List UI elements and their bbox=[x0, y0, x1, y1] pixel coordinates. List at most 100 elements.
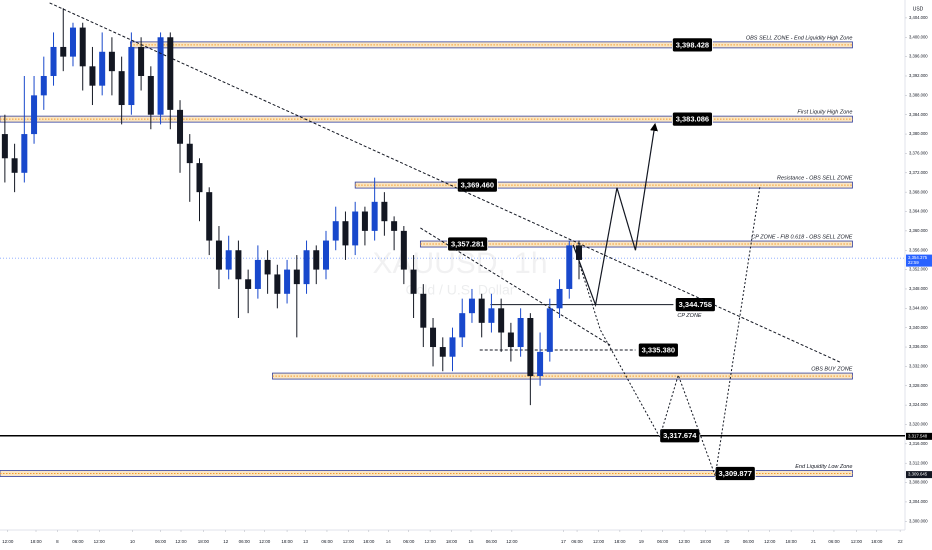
y-tick-label: 3,332.000 bbox=[909, 364, 928, 369]
zone-tag bbox=[637, 342, 679, 358]
candle-body bbox=[430, 327, 437, 348]
candle-body bbox=[60, 46, 67, 57]
candle-body bbox=[576, 245, 583, 260]
candle-body bbox=[410, 269, 417, 294]
candle-body bbox=[186, 143, 193, 164]
candle-body bbox=[79, 27, 86, 67]
scale-tag bbox=[906, 254, 932, 267]
x-tick-label: 12 bbox=[223, 539, 229, 544]
candle-body bbox=[459, 313, 466, 338]
x-tick-label: 18:00 bbox=[700, 539, 712, 544]
scale-tag-label: 3,354.375 bbox=[908, 255, 928, 260]
y-tick-label: 3,360.000 bbox=[909, 228, 928, 233]
zone-label: Resistance - OBS SELL ZONE bbox=[777, 176, 853, 182]
y-tick-label: 3,368.000 bbox=[909, 189, 928, 194]
x-tick-label: 18:00 bbox=[446, 539, 458, 544]
y-tick-label: 3,316.000 bbox=[909, 441, 928, 446]
x-tick-label: 12:00 bbox=[259, 539, 271, 544]
candle-body bbox=[167, 37, 174, 110]
x-tick-label: 06:00 bbox=[239, 539, 251, 544]
candle-body bbox=[196, 163, 203, 193]
zone-tag-label: 3,309.877 bbox=[719, 469, 752, 478]
x-tick-label: 20 bbox=[724, 539, 730, 544]
scale-tag bbox=[906, 471, 932, 479]
y-tick-label: 3,388.000 bbox=[909, 92, 928, 97]
x-tick-label: 18:00 bbox=[198, 539, 210, 544]
zone-label: CP ZONE bbox=[677, 313, 702, 319]
zone-tag bbox=[456, 177, 498, 193]
zone-label: First Liquity High Zone bbox=[797, 110, 852, 116]
zone-tag bbox=[672, 37, 713, 53]
y-tick-label: 3,376.000 bbox=[909, 151, 928, 156]
candle-body bbox=[537, 351, 544, 377]
candle-body bbox=[254, 259, 261, 289]
candle-body bbox=[517, 318, 524, 348]
y-tick-label: 3,304.000 bbox=[909, 499, 928, 504]
y-tick-label: 3,400.000 bbox=[909, 34, 928, 39]
candle-body bbox=[118, 71, 125, 106]
candle-body bbox=[556, 288, 563, 309]
x-tick-label: 10 bbox=[130, 539, 136, 544]
drawing-dotted bbox=[574, 185, 761, 476]
candle-body bbox=[264, 259, 271, 275]
candle-body bbox=[332, 221, 339, 241]
candle-body bbox=[128, 46, 135, 106]
candle-body bbox=[303, 250, 310, 285]
x-tick-label: 12:00 bbox=[343, 539, 355, 544]
x-tick-label: 13 bbox=[303, 539, 309, 544]
y-tick-label: 3,328.000 bbox=[909, 383, 928, 388]
candle-body bbox=[507, 332, 514, 348]
x-tick-label: 06:00 bbox=[486, 539, 498, 544]
candle-body bbox=[322, 240, 329, 270]
y-tick-label: 3,300.000 bbox=[909, 518, 928, 523]
candle-body bbox=[449, 337, 456, 357]
zone-tag-label: 3,398.428 bbox=[676, 40, 709, 49]
candle-body bbox=[284, 269, 291, 294]
candle-body bbox=[69, 27, 76, 57]
x-tick-label: 12:00 bbox=[175, 539, 187, 544]
zone-label: CP ZONE - FIB 0.618 - OBS SELL ZONE bbox=[751, 234, 853, 240]
x-tick-label: 06:00 bbox=[657, 539, 669, 544]
y-tick-label: 3,384.000 bbox=[909, 112, 928, 117]
x-tick-label: 18:00 bbox=[281, 539, 293, 544]
zone-tag-label: 3,383.086 bbox=[676, 115, 709, 124]
y-tick-label: 3,372.000 bbox=[909, 170, 928, 175]
candle-body bbox=[527, 318, 534, 377]
x-tick-label: 21 bbox=[811, 539, 817, 544]
x-tick-label: 12:00 bbox=[2, 539, 14, 544]
drawing-dashed bbox=[420, 227, 611, 346]
x-tick-label: 12:00 bbox=[593, 539, 605, 544]
y-tick-label: 3,344.000 bbox=[909, 305, 928, 310]
x-tick-label: 06:00 bbox=[155, 539, 167, 544]
candle-body bbox=[391, 221, 398, 231]
y-tick-label: 3,392.000 bbox=[909, 73, 928, 78]
x-tick-label: 06:00 bbox=[571, 539, 583, 544]
candle-body bbox=[50, 46, 57, 76]
y-tick-label: 3,312.000 bbox=[909, 460, 928, 465]
x-tick-label: 06:00 bbox=[743, 539, 755, 544]
zone-tag bbox=[672, 111, 713, 127]
candle-body bbox=[157, 37, 164, 115]
candle-body bbox=[293, 269, 300, 285]
candle-body bbox=[138, 46, 145, 76]
candle-body bbox=[420, 293, 427, 328]
scale-tag bbox=[906, 432, 932, 440]
y-tick-label: 3,308.000 bbox=[909, 480, 928, 485]
candle-body bbox=[21, 134, 28, 173]
watermark-description: Gold / U.S. Dollar bbox=[406, 282, 515, 298]
candle-body bbox=[206, 192, 213, 241]
y-tick-label: 3,364.000 bbox=[909, 209, 928, 214]
y-tick-label: 3,380.000 bbox=[909, 131, 928, 136]
candle-body bbox=[478, 298, 485, 323]
candle-body bbox=[235, 250, 242, 280]
x-tick-label: 18:00 bbox=[786, 539, 798, 544]
candle-body bbox=[40, 75, 47, 96]
candle-body bbox=[400, 230, 407, 270]
x-tick-label: 15 bbox=[468, 539, 474, 544]
zone-tag-label: 3,317.674 bbox=[663, 431, 697, 440]
candle-body bbox=[468, 298, 475, 314]
candle-body bbox=[381, 201, 388, 222]
x-tick-label: 19 bbox=[639, 539, 645, 544]
